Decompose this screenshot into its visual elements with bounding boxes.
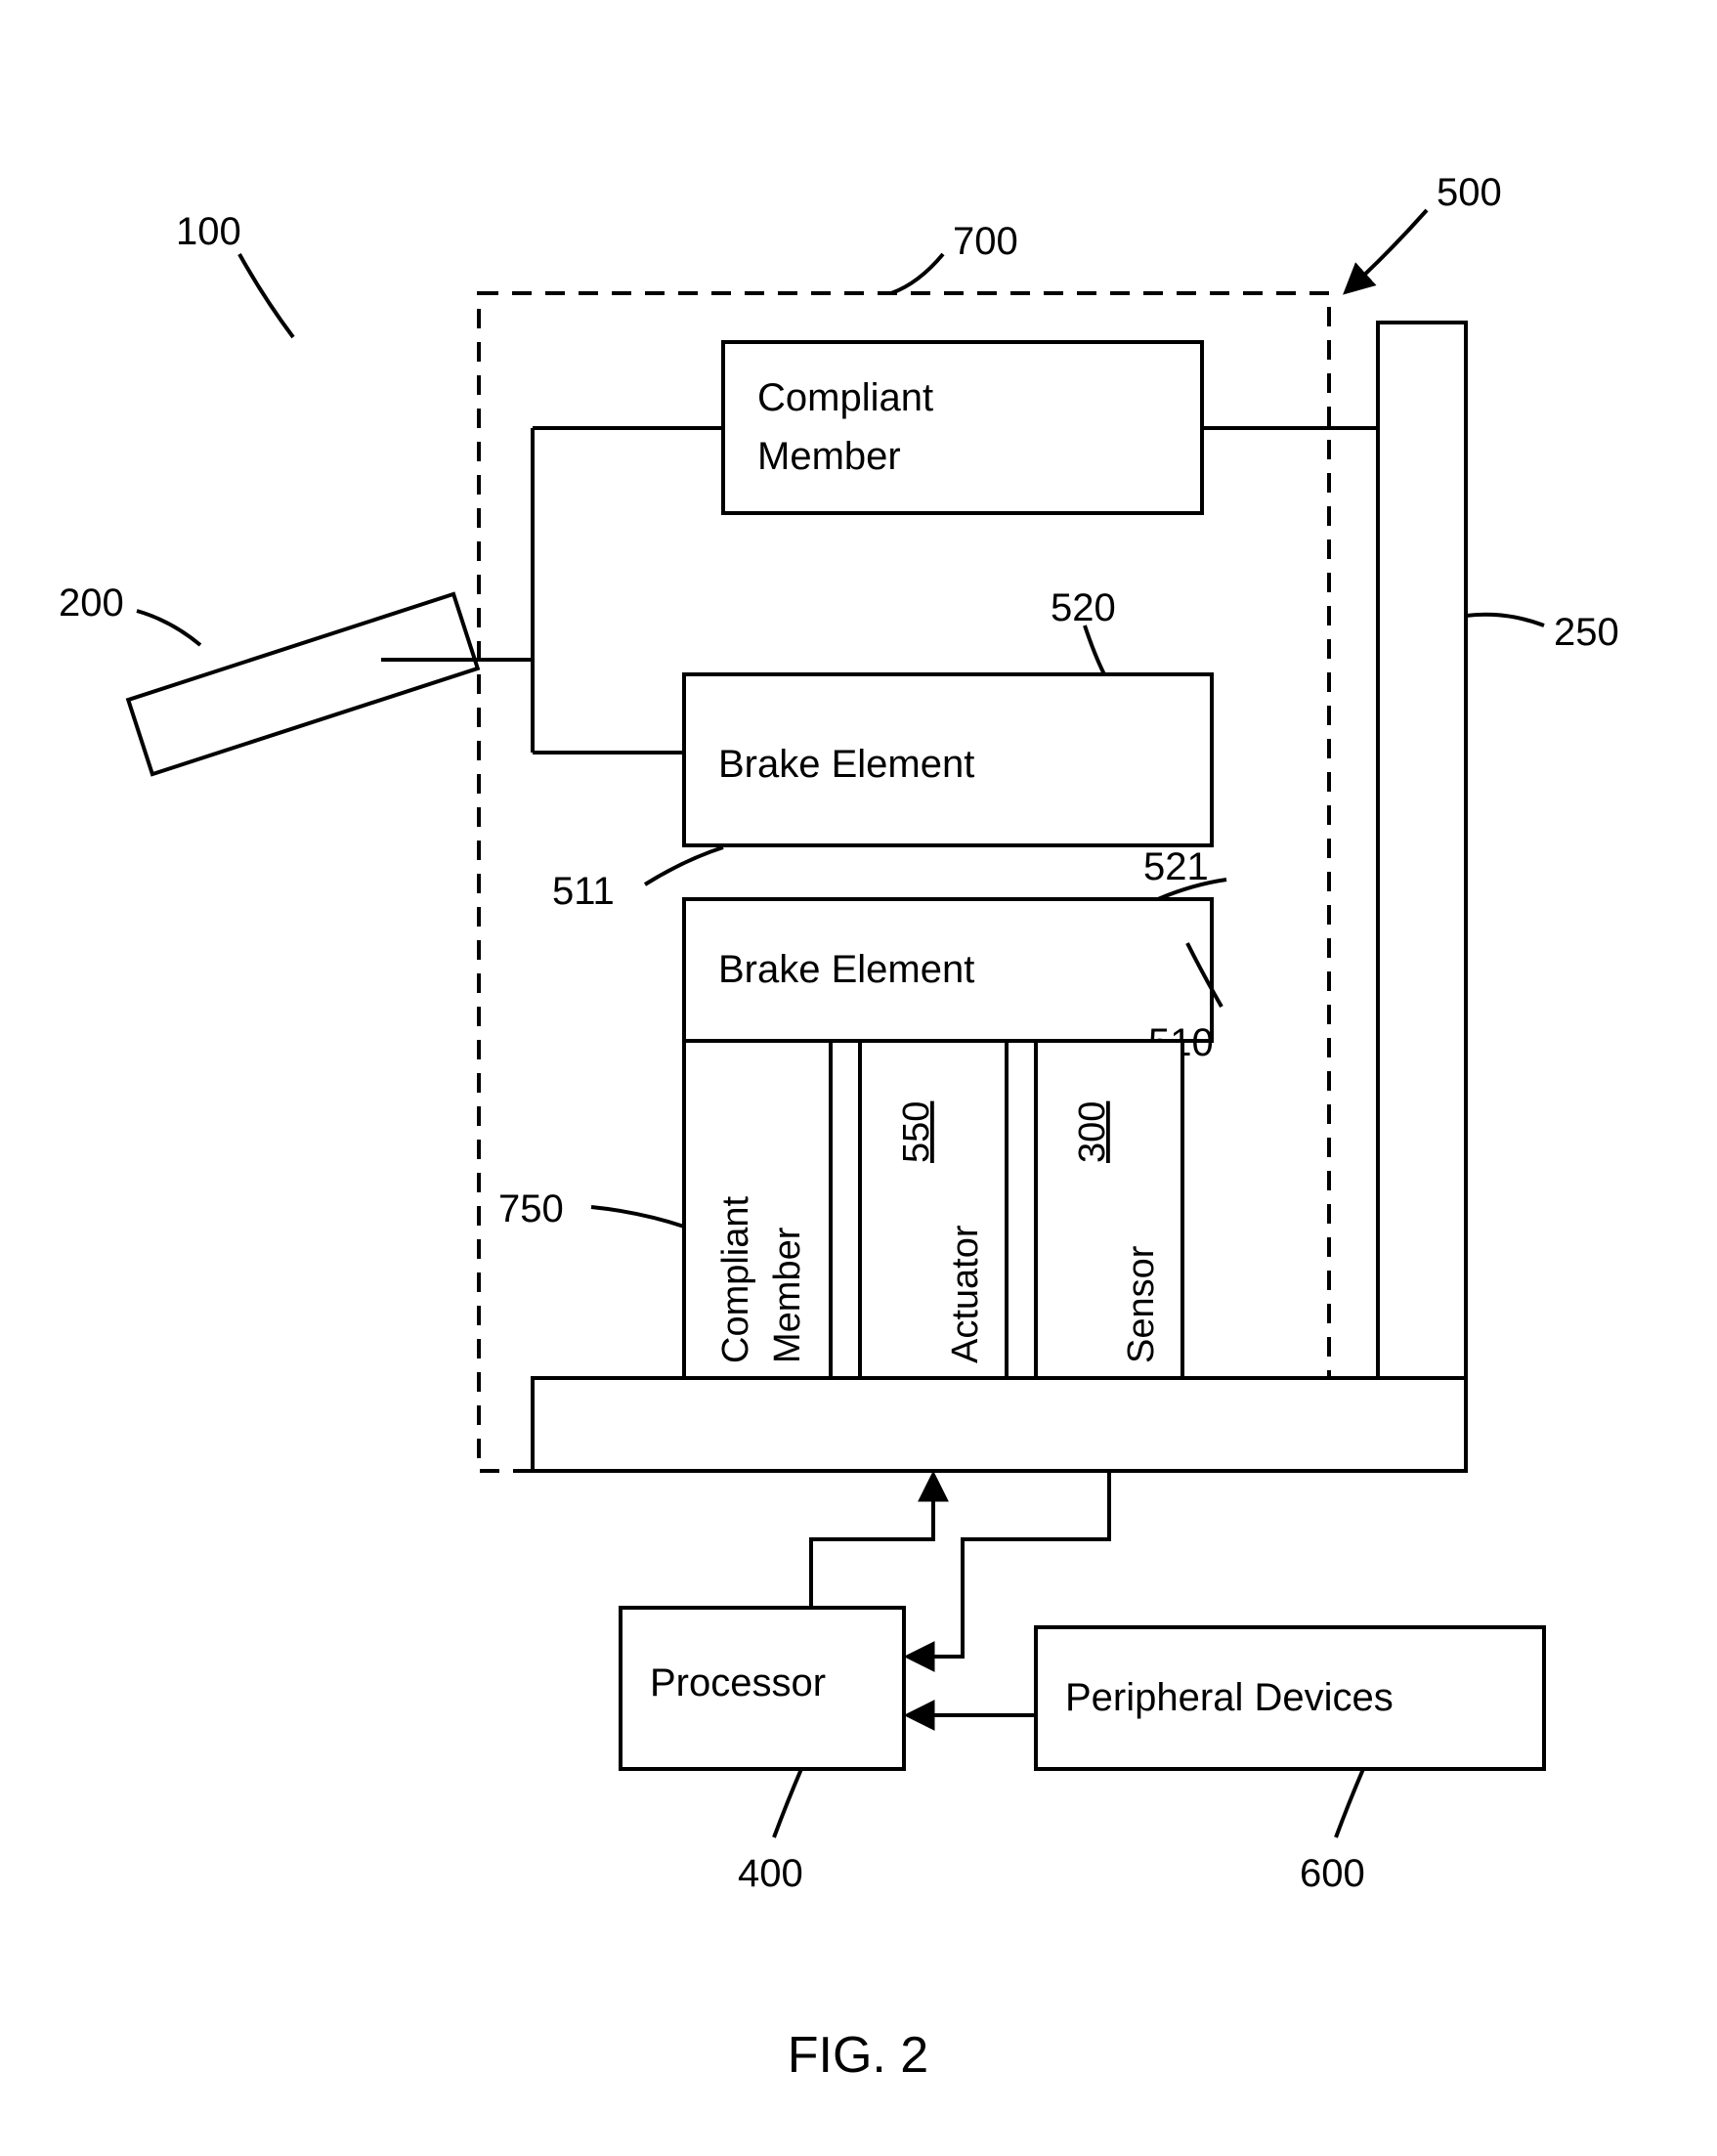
compliant-member-vert-l2: Member bbox=[767, 1227, 808, 1363]
ref-520: 520 bbox=[1051, 586, 1116, 629]
compliant-member-top-l2: Member bbox=[757, 435, 901, 478]
leader-200 bbox=[137, 611, 200, 645]
ref-511: 511 bbox=[552, 870, 615, 913]
ref-100: 100 bbox=[176, 210, 241, 253]
ref-400: 400 bbox=[738, 1852, 803, 1895]
figure-2-diagram: 500 700 100 Compliant Member 250 200 Bra… bbox=[0, 0, 1717, 2156]
actuator-label: Actuator bbox=[945, 1225, 986, 1363]
arrow-processor-to-actuator bbox=[811, 1476, 933, 1608]
ref-250: 250 bbox=[1554, 611, 1619, 654]
leader-600 bbox=[1336, 1769, 1363, 1837]
leader-500-arrow bbox=[1347, 210, 1427, 291]
ref-200: 200 bbox=[59, 582, 124, 625]
compliant-member-top-l1: Compliant bbox=[757, 376, 933, 419]
ref-750: 750 bbox=[498, 1187, 564, 1230]
manipulandum-200 bbox=[128, 594, 478, 774]
brake-element-upper-label: Brake Element bbox=[718, 743, 974, 786]
base-bar bbox=[533, 1378, 1466, 1471]
leader-520 bbox=[1085, 625, 1104, 674]
brake-element-lower-label: Brake Element bbox=[718, 948, 974, 991]
processor-label: Processor bbox=[650, 1661, 826, 1704]
ref-600: 600 bbox=[1300, 1852, 1365, 1895]
sensor-ref: 300 bbox=[1072, 1101, 1113, 1163]
figure-caption: FIG. 2 bbox=[788, 2027, 928, 2084]
compliant-member-vert-box bbox=[684, 1041, 831, 1378]
leader-400 bbox=[774, 1769, 801, 1837]
leader-250 bbox=[1466, 615, 1544, 625]
leader-511 bbox=[645, 847, 723, 884]
bar-250 bbox=[1378, 323, 1466, 1471]
ref-500: 500 bbox=[1437, 171, 1502, 214]
compliant-member-top-box bbox=[723, 342, 1202, 513]
sensor-label: Sensor bbox=[1121, 1245, 1162, 1363]
leader-700 bbox=[891, 254, 943, 293]
actuator-ref: 550 bbox=[896, 1101, 937, 1163]
ref-521: 521 bbox=[1143, 845, 1209, 888]
leader-750 bbox=[591, 1207, 684, 1227]
compliant-member-vert-l1: Compliant bbox=[715, 1195, 756, 1363]
peripheral-label: Peripheral Devices bbox=[1065, 1676, 1394, 1719]
ref-700: 700 bbox=[953, 220, 1018, 263]
leader-100 bbox=[239, 254, 293, 337]
